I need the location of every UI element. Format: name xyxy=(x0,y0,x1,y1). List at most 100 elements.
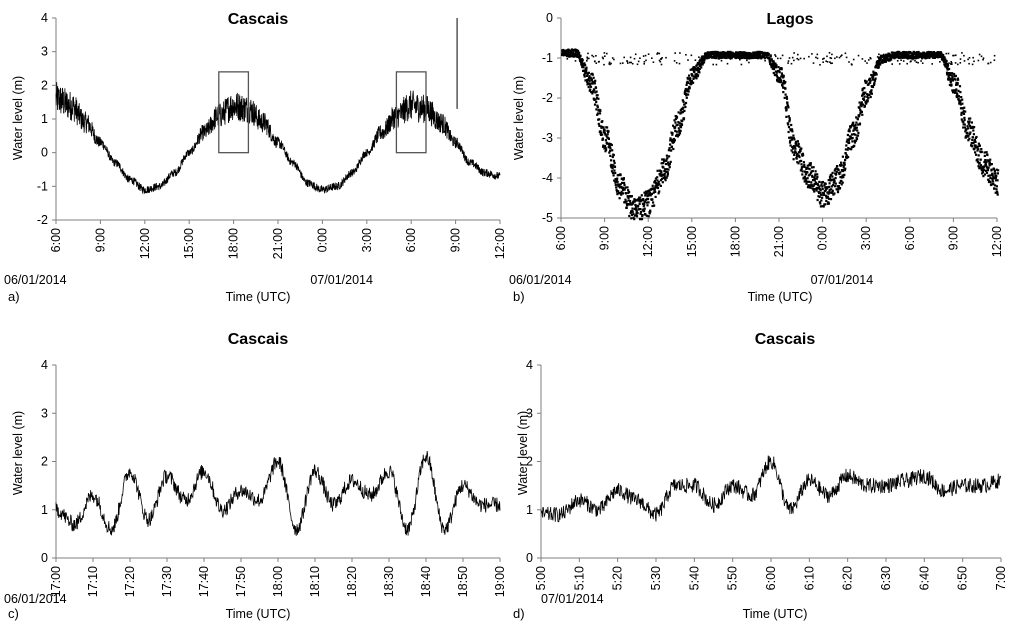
scatter-point xyxy=(874,77,877,80)
scatter-point xyxy=(610,159,613,162)
scatter-point xyxy=(729,50,732,53)
x-tick-label: 6:00 xyxy=(554,226,568,250)
scatter-point xyxy=(586,60,588,62)
scatter-point xyxy=(813,179,816,182)
scatter-point xyxy=(775,71,778,74)
scatter-point xyxy=(905,51,908,54)
scatter-point xyxy=(831,175,834,178)
scatter-point xyxy=(715,63,718,66)
x-tick-label: 0:00 xyxy=(315,228,329,252)
scatter-point xyxy=(895,54,899,58)
scatter-point xyxy=(859,112,862,115)
scatter-point xyxy=(881,58,884,62)
scatter-point xyxy=(687,59,689,61)
x-tick-label: 18:00 xyxy=(728,226,742,257)
y-tick-label: 3 xyxy=(526,406,533,420)
scatter-point xyxy=(821,187,824,191)
scatter-point xyxy=(622,177,625,180)
scatter-point xyxy=(622,62,624,64)
scatter-point xyxy=(991,174,994,177)
scatter-point xyxy=(674,52,676,54)
scatter-point xyxy=(992,180,995,183)
scatter-point xyxy=(874,64,878,67)
scatter-point xyxy=(660,162,663,165)
scatter-point xyxy=(568,55,571,58)
scatter-point xyxy=(624,198,627,201)
scatter-point xyxy=(678,62,681,65)
scatter-point xyxy=(725,51,728,54)
scatter-point xyxy=(599,109,602,112)
scatter-point xyxy=(968,137,971,140)
scatter-point xyxy=(719,51,723,54)
scatter-point xyxy=(661,162,665,165)
scatter-point xyxy=(775,66,778,69)
scatter-point xyxy=(664,162,667,166)
x-tick-label: 18:50 xyxy=(456,566,470,597)
scatter-point xyxy=(972,133,975,136)
scatter-point xyxy=(986,167,989,170)
scatter-point xyxy=(990,183,993,186)
scatter-point xyxy=(829,198,833,201)
scatter-point xyxy=(604,147,607,150)
scatter-point xyxy=(780,75,783,78)
scatter-point xyxy=(775,74,778,77)
scatter-point xyxy=(599,130,602,133)
scatter-point xyxy=(840,55,842,58)
scatter-point xyxy=(954,74,957,77)
scatter-point xyxy=(949,80,952,83)
scatter-point xyxy=(610,62,612,65)
scatter-point xyxy=(774,62,777,65)
scatter-point xyxy=(591,82,594,85)
scatter-point xyxy=(611,171,615,175)
scatter-point xyxy=(627,196,630,199)
scatter-point xyxy=(633,207,636,211)
scatter-point xyxy=(687,90,690,93)
y-tick-label: 0 xyxy=(526,551,533,565)
scatter-point xyxy=(968,124,972,127)
scatter-point xyxy=(728,56,732,59)
scatter-point xyxy=(639,208,642,211)
scatter-point xyxy=(596,113,599,116)
scatter-point xyxy=(694,74,697,77)
scatter-point xyxy=(944,58,947,61)
scatter-point xyxy=(961,98,964,101)
scatter-point xyxy=(565,54,568,58)
scatter-point xyxy=(993,54,996,57)
scatter-point xyxy=(790,62,793,65)
scatter-point xyxy=(972,129,975,132)
scatter-point xyxy=(585,74,588,77)
scatter-point xyxy=(746,59,748,62)
scatter-point xyxy=(803,163,806,166)
scatter-point xyxy=(713,54,716,58)
scatter-point xyxy=(840,180,843,183)
y-tick-label: -1 xyxy=(542,51,553,65)
scatter-point xyxy=(910,60,912,62)
scatter-point xyxy=(589,88,592,91)
scatter-point xyxy=(829,61,831,63)
scatter-point xyxy=(807,174,810,177)
scatter-point xyxy=(989,176,992,180)
scatter-point xyxy=(814,170,817,173)
scatter-point xyxy=(819,205,822,208)
scatter-point xyxy=(642,208,645,211)
scatter-point xyxy=(639,211,643,214)
scatter-point xyxy=(638,202,641,205)
scatter-point xyxy=(593,98,596,101)
scatter-point xyxy=(692,75,695,78)
scatter-point xyxy=(913,53,916,56)
scatter-point xyxy=(690,73,693,76)
scatter-point xyxy=(821,205,824,208)
scatter-point xyxy=(658,190,661,193)
scatter-point xyxy=(611,149,614,152)
scatter-point xyxy=(840,163,843,166)
scatter-point xyxy=(982,57,985,59)
y-tick-label: 3 xyxy=(41,406,48,420)
scatter-point xyxy=(833,185,837,188)
scatter-point xyxy=(697,70,700,73)
scatter-point xyxy=(633,198,636,201)
scatter-point xyxy=(994,176,997,179)
scatter-point xyxy=(666,157,669,160)
scatter-point xyxy=(729,58,732,60)
scatter-point xyxy=(947,52,950,55)
scatter-point xyxy=(613,58,615,61)
